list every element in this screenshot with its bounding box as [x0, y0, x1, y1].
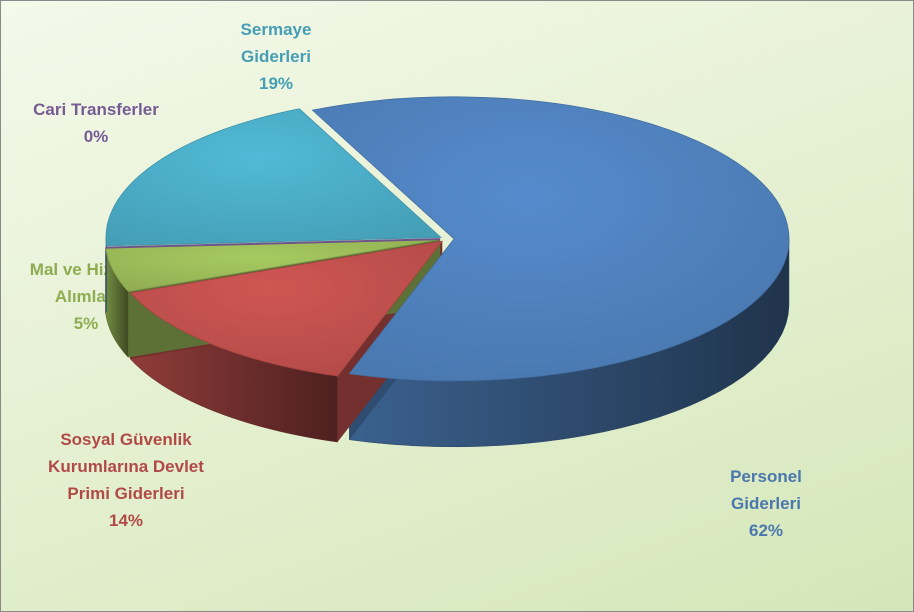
label-value: 62% — [748, 521, 784, 540]
slice — [105, 108, 442, 247]
slice — [311, 96, 790, 382]
data-label: Cari Transferler 0% — [1, 96, 206, 150]
label-value: 14% — [108, 511, 144, 530]
data-label: Personel Giderleri 62% — [706, 463, 826, 544]
label-value: 5% — [73, 314, 99, 333]
label-name: Personel Giderleri — [730, 467, 802, 513]
slice — [129, 240, 444, 377]
label-name: Sermaye Giderleri — [240, 20, 312, 66]
slice — [105, 238, 441, 249]
data-label: Sosyal Güvenlik Kurumlarına Devlet Primi… — [36, 426, 216, 534]
data-label: Sermaye Giderleri 19% — [211, 16, 341, 97]
label-name: Cari Transferler — [33, 100, 159, 119]
label-name: Sosyal Güvenlik Kurumlarına Devlet Primi… — [48, 430, 204, 503]
label-value: 19% — [258, 74, 294, 93]
label-value: 0% — [83, 127, 109, 146]
